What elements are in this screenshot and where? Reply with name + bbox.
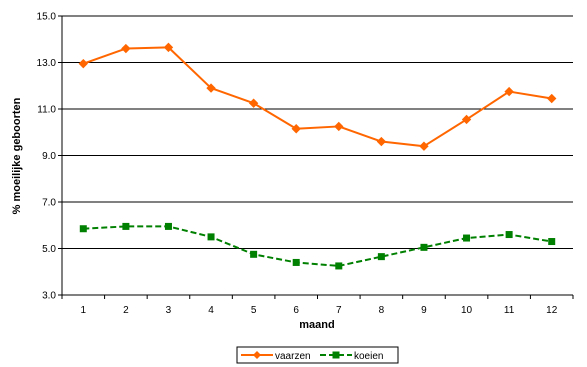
y-tick-label-1: 5.0: [42, 244, 56, 255]
x-tick-label-9: 9: [421, 305, 427, 316]
point-vaarzen-9: [419, 141, 429, 151]
point-vaarzen-4: [206, 83, 216, 93]
y-tick-label-3: 9.0: [42, 151, 56, 162]
point-koeien-8: [377, 253, 385, 261]
series-line-koeien: [83, 225, 552, 267]
x-tick-label-8: 8: [379, 305, 385, 316]
point-koeien-1: [79, 225, 87, 233]
y-tick-label-0: 3.0: [42, 291, 56, 302]
point-vaarzen-12: [547, 93, 557, 104]
x-tick-label-2: 2: [123, 305, 129, 316]
point-vaarzen-2: [121, 43, 131, 54]
point-vaarzen-5: [248, 98, 259, 108]
legend-box: [236, 346, 399, 364]
legend-label-koeien: koeien: [354, 351, 383, 362]
x-tick-label-6: 6: [293, 305, 299, 316]
x-tick-label-12: 12: [546, 305, 558, 316]
y-tick-label-5: 13.0: [37, 58, 57, 69]
x-tick-label-4: 4: [208, 305, 214, 316]
point-vaarzen-10: [461, 114, 472, 125]
point-koeien-10: [463, 234, 471, 242]
point-koeien-6: [292, 258, 300, 266]
point-koeien-4: [207, 233, 215, 241]
y-tick-label-2: 7.0: [42, 198, 56, 209]
x-tick-label-1: 1: [81, 305, 87, 316]
point-koeien-5: [250, 250, 258, 258]
point-koeien-9: [420, 243, 428, 251]
x-tick-label-7: 7: [336, 305, 342, 316]
point-vaarzen-11: [504, 86, 514, 97]
point-koeien-2: [122, 222, 130, 230]
series-line-vaarzen: [82, 46, 552, 148]
x-tick-label-10: 10: [461, 305, 473, 316]
series: [78, 42, 557, 270]
legend-label-vaarzen: vaarzen: [275, 351, 311, 362]
legend: vaarzen koeien: [236, 346, 399, 364]
point-vaarzen-7: [334, 121, 344, 132]
x-tick-label-5: 5: [251, 305, 257, 316]
y-axis-title: % moeilijke geboorten: [11, 97, 23, 214]
point-koeien-3: [164, 222, 172, 230]
point-vaarzen-6: [291, 124, 301, 134]
point-vaarzen-1: [78, 58, 88, 69]
point-vaarzen-3: [163, 42, 174, 53]
legend-marker-vaarzen: [253, 351, 261, 359]
point-vaarzen-8: [376, 136, 387, 147]
point-koeien-11: [505, 231, 513, 239]
y-tick-label-6: 15.0: [37, 12, 57, 23]
y-tick-labels: 3.0 5.0 7.0 9.0 11.0 13.0 15.0: [37, 12, 57, 302]
y-tick-label-4: 11.0: [37, 105, 56, 116]
axes: [58, 15, 574, 299]
point-koeien-12: [548, 238, 556, 246]
legend-marker-koeien: [332, 351, 340, 359]
x-tick-label-11: 11: [504, 305, 515, 316]
point-koeien-7: [335, 262, 343, 270]
x-tick-label-3: 3: [166, 305, 172, 316]
x-tick-labels: 1 2 3 4 5 6 7 8 9 10 11 12: [81, 305, 558, 316]
x-axis-title: maand: [299, 319, 334, 331]
